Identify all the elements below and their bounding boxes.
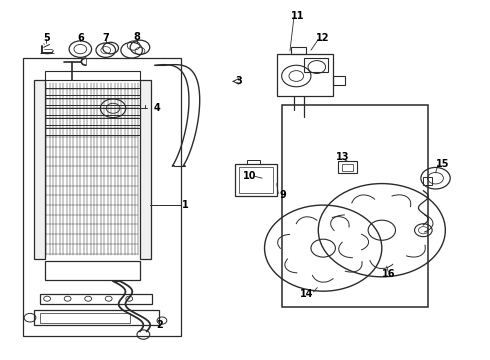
Bar xyxy=(304,58,328,72)
Bar xyxy=(45,261,140,280)
Bar xyxy=(423,177,432,185)
Text: 8: 8 xyxy=(133,32,140,42)
Text: 14: 14 xyxy=(300,289,314,299)
Bar xyxy=(292,47,306,54)
Bar xyxy=(34,310,159,325)
Bar xyxy=(45,88,140,95)
Text: 7: 7 xyxy=(102,33,109,43)
Text: 16: 16 xyxy=(382,269,396,279)
Bar xyxy=(45,71,140,80)
Bar xyxy=(239,167,273,193)
Bar xyxy=(34,80,45,259)
Bar xyxy=(45,128,140,135)
Text: 4: 4 xyxy=(154,103,160,113)
Text: 3: 3 xyxy=(236,76,243,86)
Bar xyxy=(342,163,353,171)
Text: 1: 1 xyxy=(182,200,189,210)
Bar xyxy=(247,159,260,164)
Bar xyxy=(45,118,140,125)
Bar xyxy=(40,313,130,323)
Bar xyxy=(40,294,152,304)
Text: 9: 9 xyxy=(280,190,287,200)
Bar xyxy=(45,108,140,115)
Bar xyxy=(235,164,277,196)
Bar xyxy=(333,76,345,85)
Text: 15: 15 xyxy=(436,159,450,169)
Text: 12: 12 xyxy=(317,33,330,43)
Bar xyxy=(45,98,140,105)
Text: 13: 13 xyxy=(336,152,349,162)
Bar xyxy=(23,58,181,336)
Text: 10: 10 xyxy=(243,171,257,181)
Text: 2: 2 xyxy=(156,320,163,329)
Text: 6: 6 xyxy=(77,33,84,42)
Bar xyxy=(140,80,151,259)
Text: 11: 11 xyxy=(291,11,304,21)
Bar xyxy=(338,161,357,173)
Bar xyxy=(282,105,428,307)
Text: 5: 5 xyxy=(43,33,49,43)
Bar xyxy=(277,54,333,96)
